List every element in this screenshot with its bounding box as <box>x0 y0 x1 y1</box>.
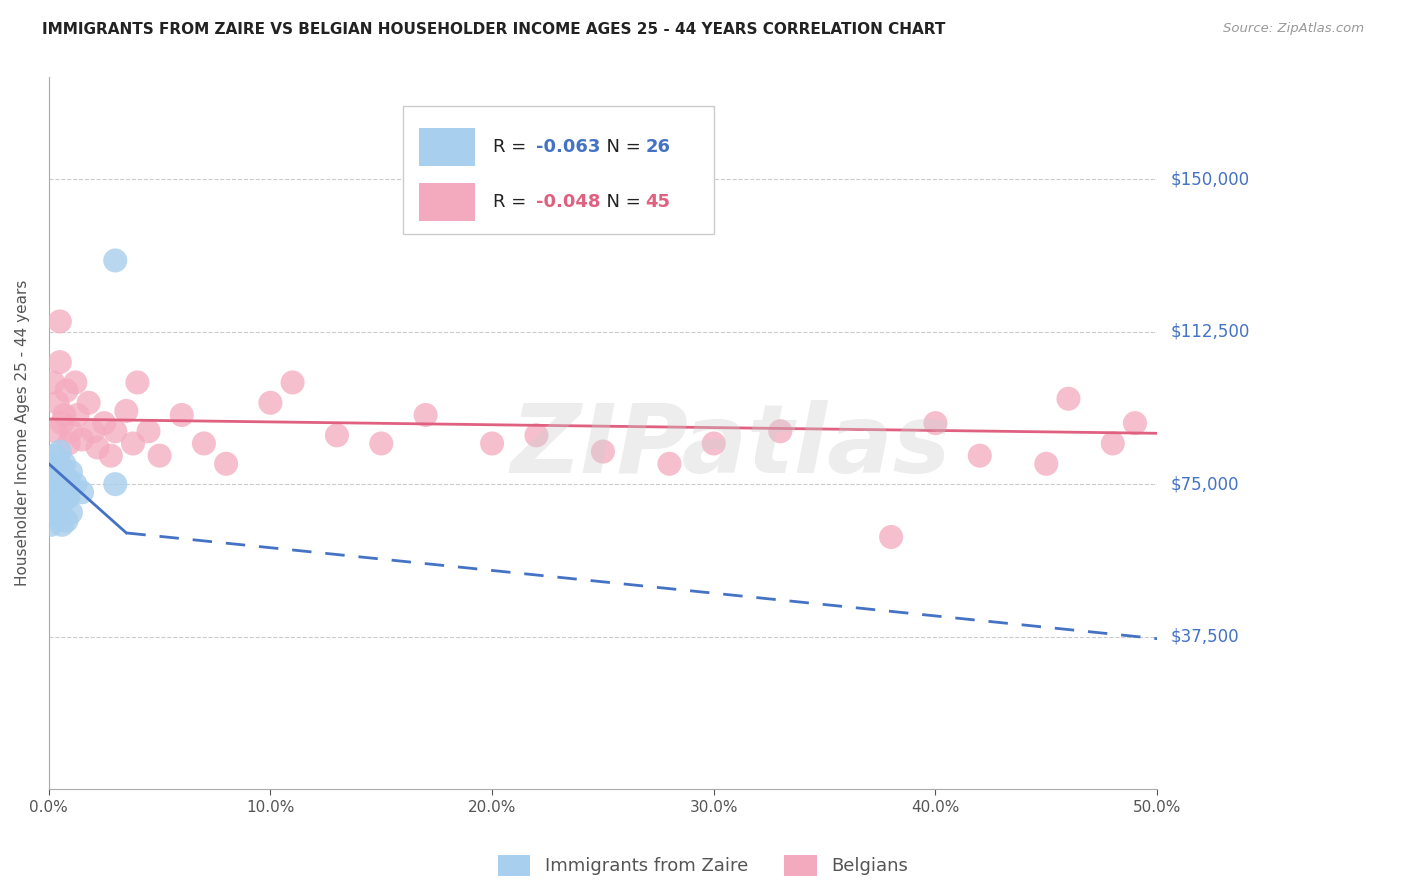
Point <box>104 253 127 268</box>
Point <box>1035 457 1057 471</box>
Point <box>281 376 304 390</box>
Point <box>769 424 792 438</box>
Point <box>49 314 72 328</box>
Point <box>526 428 548 442</box>
Text: $150,000: $150,000 <box>1171 170 1250 188</box>
Legend: Immigrants from Zaire, Belgians: Immigrants from Zaire, Belgians <box>491 847 915 883</box>
Point <box>104 477 127 491</box>
Point <box>51 416 73 430</box>
Point <box>170 408 193 422</box>
Text: R =: R = <box>494 193 533 211</box>
Point <box>39 517 62 532</box>
Point <box>969 449 991 463</box>
Text: -0.063: -0.063 <box>536 138 600 156</box>
Point <box>42 489 65 503</box>
Point <box>53 457 76 471</box>
Point <box>58 436 80 450</box>
Point <box>49 444 72 458</box>
Point <box>46 477 69 491</box>
Point <box>215 457 238 471</box>
Point <box>880 530 903 544</box>
Text: $112,500: $112,500 <box>1171 323 1250 341</box>
Text: N =: N = <box>595 193 647 211</box>
Point <box>592 444 614 458</box>
Point <box>53 408 76 422</box>
Point <box>259 396 281 410</box>
Point <box>77 396 100 410</box>
Point <box>93 416 115 430</box>
Point <box>115 404 138 418</box>
Point <box>44 506 66 520</box>
Point <box>49 509 72 524</box>
Point <box>481 436 503 450</box>
Text: N =: N = <box>595 138 647 156</box>
Point <box>49 469 72 483</box>
Point <box>42 376 65 390</box>
Point <box>59 506 82 520</box>
Point <box>55 481 77 495</box>
Point <box>44 424 66 438</box>
Point <box>49 355 72 369</box>
Point <box>42 457 65 471</box>
Point <box>58 473 80 487</box>
Point <box>59 465 82 479</box>
Point <box>100 449 122 463</box>
Point <box>193 436 215 450</box>
Text: $75,000: $75,000 <box>1171 475 1240 493</box>
Point <box>658 457 681 471</box>
Point <box>70 485 93 500</box>
Point <box>46 498 69 512</box>
Point <box>53 493 76 508</box>
Point <box>51 461 73 475</box>
Point <box>370 436 392 450</box>
Point <box>1101 436 1123 450</box>
Text: -0.048: -0.048 <box>536 193 600 211</box>
Point <box>149 449 172 463</box>
Point <box>104 424 127 438</box>
Point <box>46 396 69 410</box>
Point <box>55 514 77 528</box>
Point <box>82 424 104 438</box>
Text: $37,500: $37,500 <box>1171 628 1240 646</box>
Point <box>86 441 108 455</box>
Point <box>127 376 149 390</box>
Point <box>51 485 73 500</box>
Point <box>44 473 66 487</box>
Point <box>65 376 87 390</box>
Point <box>326 428 349 442</box>
Text: 26: 26 <box>645 138 671 156</box>
Point <box>1123 416 1146 430</box>
Point <box>58 489 80 503</box>
Text: 45: 45 <box>645 193 671 211</box>
Point <box>70 433 93 447</box>
Text: ZIPatlas: ZIPatlas <box>510 400 952 492</box>
Point <box>122 436 145 450</box>
Point <box>138 424 160 438</box>
Point <box>924 416 946 430</box>
Point <box>59 424 82 438</box>
Point <box>66 408 89 422</box>
Point <box>415 408 437 422</box>
Text: IMMIGRANTS FROM ZAIRE VS BELGIAN HOUSEHOLDER INCOME AGES 25 - 44 YEARS CORRELATI: IMMIGRANTS FROM ZAIRE VS BELGIAN HOUSEHO… <box>42 22 946 37</box>
Text: Source: ZipAtlas.com: Source: ZipAtlas.com <box>1223 22 1364 36</box>
Point <box>703 436 725 450</box>
Text: R =: R = <box>494 138 533 156</box>
Y-axis label: Householder Income Ages 25 - 44 years: Householder Income Ages 25 - 44 years <box>15 280 30 586</box>
Point <box>55 384 77 398</box>
Point <box>51 517 73 532</box>
Point <box>44 449 66 463</box>
Point <box>1057 392 1080 406</box>
Point <box>65 477 87 491</box>
